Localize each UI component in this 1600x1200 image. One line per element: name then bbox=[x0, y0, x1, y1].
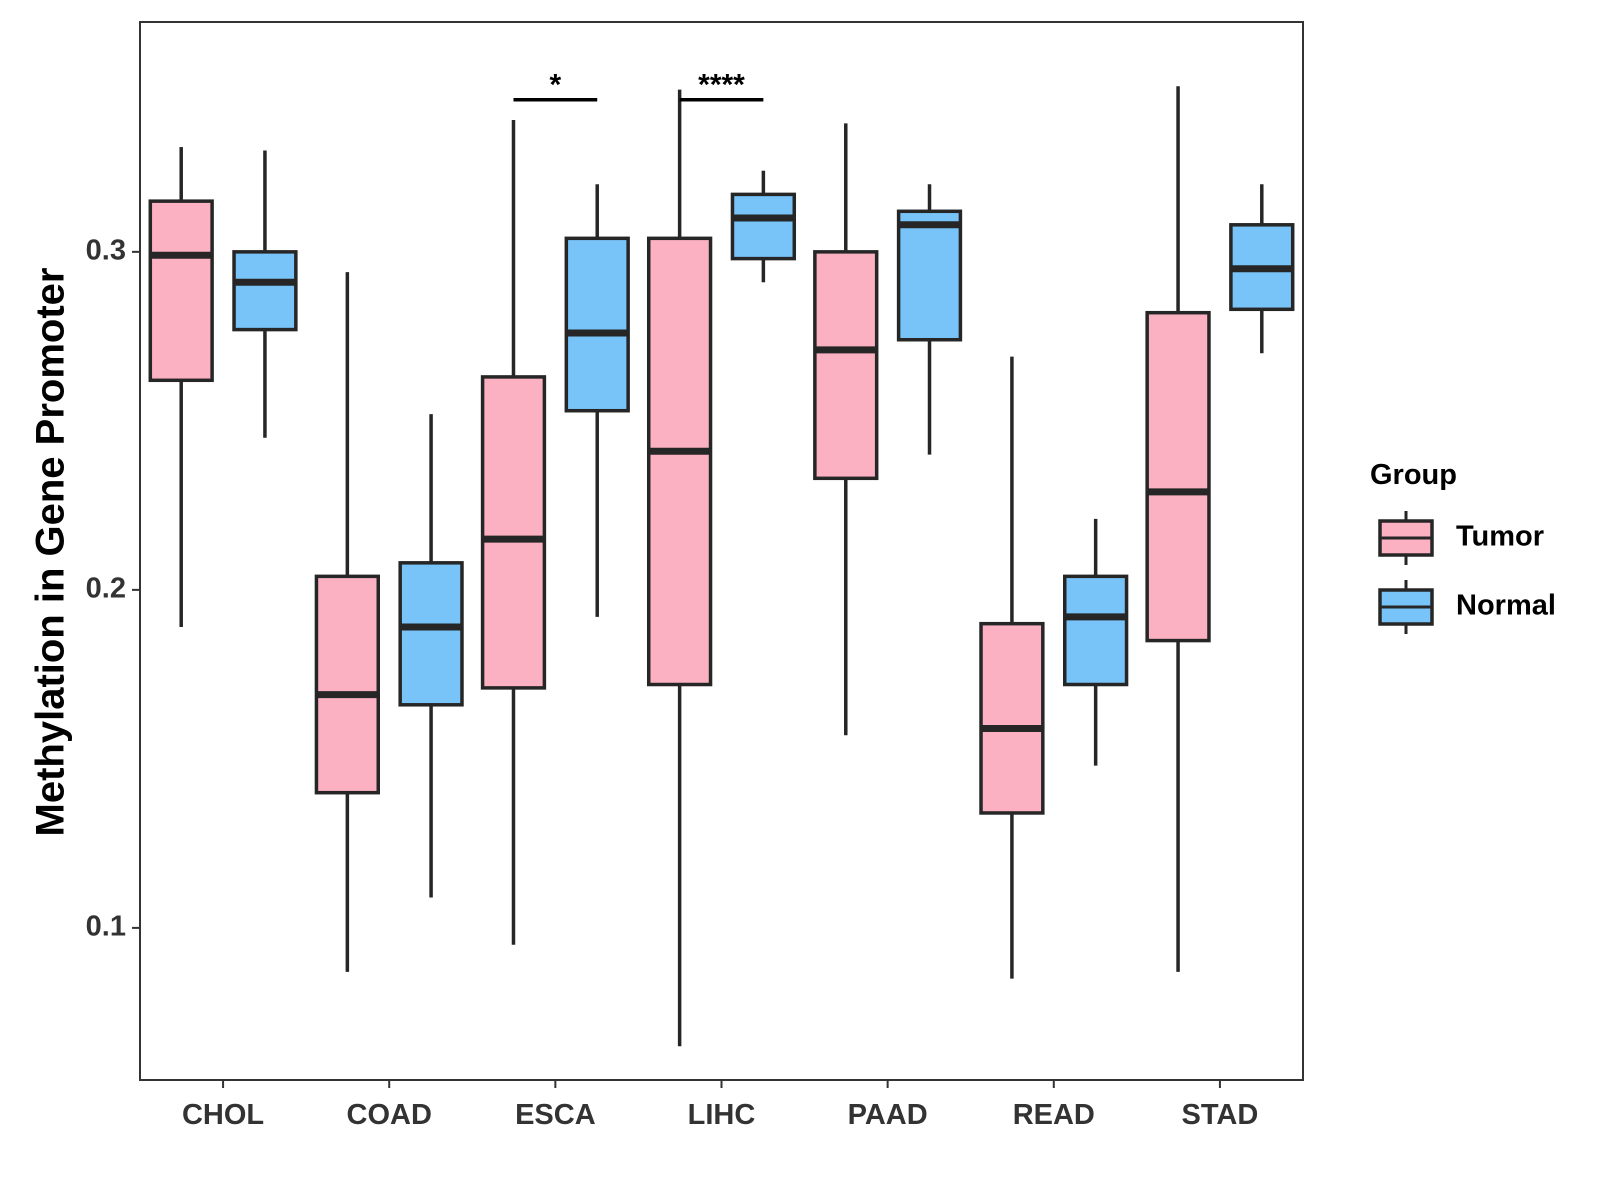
y-tick-label: 0.2 bbox=[86, 573, 126, 605]
legend-item-normal: Normal bbox=[1378, 580, 1556, 634]
box-iqr bbox=[232, 250, 298, 332]
box-normal-coad bbox=[398, 414, 464, 898]
box-normal-read bbox=[1063, 518, 1129, 766]
box-tumor-lihc bbox=[646, 89, 713, 1047]
box-iqr bbox=[480, 375, 547, 690]
box-tumor-paad bbox=[813, 123, 879, 736]
legend-title: Group bbox=[1370, 459, 1457, 491]
legend-label: Tumor bbox=[1456, 521, 1544, 553]
box-iqr bbox=[730, 192, 797, 261]
significance-label: **** bbox=[698, 69, 745, 102]
box-iqr bbox=[646, 236, 713, 687]
significance-annotations: * **** bbox=[513, 69, 764, 102]
x-tick-label: STAD bbox=[1182, 1099, 1259, 1131]
y-tick-label: 0.3 bbox=[86, 235, 126, 267]
x-tick-label: LIHC bbox=[688, 1099, 756, 1131]
y-tick-label: 0.1 bbox=[86, 911, 126, 943]
box-tumor-chol bbox=[148, 147, 214, 628]
y-axis: 0.1 0.2 0.3 bbox=[86, 235, 140, 943]
box-iqr bbox=[148, 199, 214, 383]
box-tumor-coad bbox=[314, 272, 380, 972]
box-normal-chol bbox=[232, 150, 298, 438]
box-iqr bbox=[398, 561, 464, 707]
box-iqr bbox=[564, 236, 630, 413]
box-tumor-esca bbox=[480, 120, 547, 945]
boxes-layer bbox=[148, 86, 1295, 1047]
box-iqr bbox=[979, 621, 1045, 815]
plot-panel bbox=[139, 21, 1304, 1081]
x-tick-label: READ bbox=[1013, 1099, 1095, 1131]
box-iqr bbox=[896, 209, 963, 342]
x-tick-label: ESCA bbox=[515, 1099, 596, 1131]
box-normal-lihc bbox=[730, 170, 797, 283]
x-axis: CHOL COAD ESCA LIHC PAAD READ STAD bbox=[182, 1080, 1258, 1131]
legend-label: Normal bbox=[1456, 590, 1556, 622]
box-iqr bbox=[314, 574, 380, 795]
box-normal-esca bbox=[564, 184, 630, 617]
box-iqr bbox=[1063, 574, 1129, 687]
legend: Group Tumor Normal bbox=[1370, 459, 1556, 634]
significance-label: * bbox=[550, 69, 562, 102]
box-iqr bbox=[1145, 310, 1211, 643]
legend-item-tumor: Tumor bbox=[1378, 511, 1544, 565]
x-tick-label: COAD bbox=[347, 1099, 432, 1131]
box-normal-paad bbox=[896, 184, 963, 455]
box-tumor-stad bbox=[1145, 86, 1211, 972]
y-axis-title: Methylation in Gene Promoter bbox=[29, 268, 73, 837]
x-tick-label: CHOL bbox=[182, 1099, 264, 1131]
box-normal-stad bbox=[1229, 184, 1295, 354]
box-tumor-read bbox=[979, 356, 1045, 979]
x-tick-label: PAAD bbox=[848, 1099, 928, 1131]
box-iqr bbox=[813, 250, 879, 481]
